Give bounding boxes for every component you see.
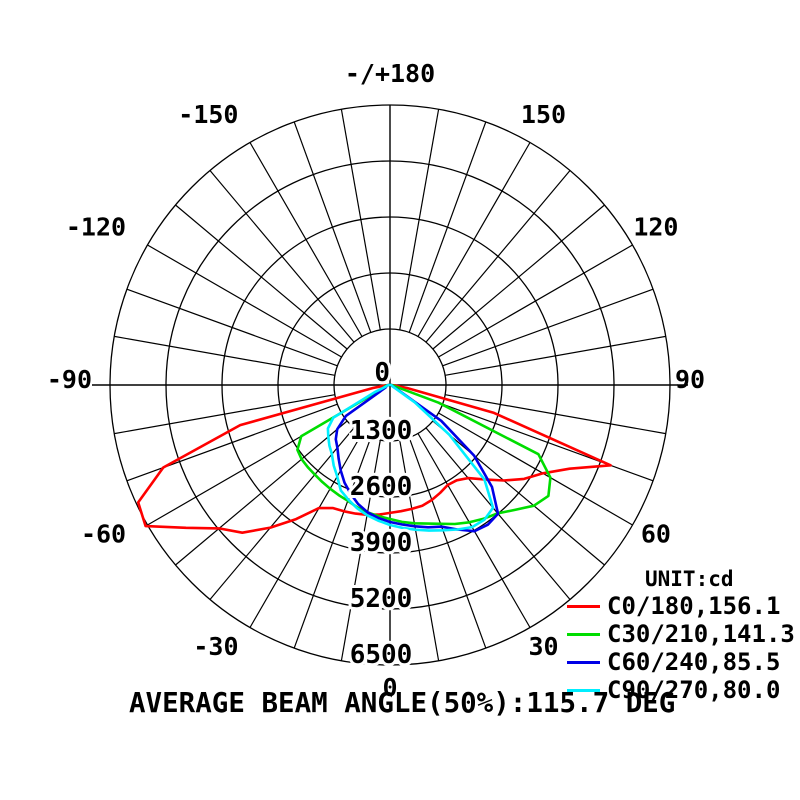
legend-label-c0-180: C0/180,156.1 xyxy=(607,592,781,620)
grid-spoke xyxy=(293,121,372,333)
angle-label: -150 xyxy=(178,100,238,129)
grid-spoke xyxy=(209,427,355,600)
grid-spoke xyxy=(417,142,531,337)
curve-c90-270 xyxy=(326,383,495,532)
legend-label-c30-210: C30/210,141.3 xyxy=(607,620,795,648)
polar-grid xyxy=(92,104,688,666)
curve-c0-180 xyxy=(136,383,612,534)
radial-tick-label: 2600 xyxy=(350,472,413,502)
intensity-curves xyxy=(136,383,612,534)
grid-spoke xyxy=(408,121,487,333)
angle-labels: 0 30 60 90 120 150 -/+180 -150 -120 -90 -60 -30 xyxy=(47,59,705,702)
angle-label: 90 xyxy=(675,365,705,394)
grid-spoke xyxy=(209,170,355,343)
legend-swatch-c30-210 xyxy=(567,632,600,636)
angle-label: 30 xyxy=(528,632,558,661)
unit-label: UNIT:cd xyxy=(645,567,734,591)
radial-tick-label: 0 xyxy=(374,358,390,388)
radial-tick-label: 6500 xyxy=(350,640,413,670)
angle-label: 150 xyxy=(521,100,566,129)
angle-label: -120 xyxy=(66,213,126,242)
grid-spoke xyxy=(399,439,440,661)
grid-spoke xyxy=(175,420,348,566)
grid-spoke xyxy=(432,420,605,566)
grid-spoke xyxy=(249,433,363,628)
angle-label: 120 xyxy=(633,213,678,242)
legend-label-c90-270: C90/270,80.0 xyxy=(607,676,781,704)
grid-spoke xyxy=(442,403,654,482)
angle-label: -/+180 xyxy=(345,59,435,88)
grid-spoke xyxy=(126,288,338,367)
grid-spoke xyxy=(438,244,633,358)
grid-spoke xyxy=(340,109,381,331)
grid-spoke xyxy=(438,412,633,526)
angle-label: -90 xyxy=(47,365,92,394)
grid-spoke xyxy=(425,170,571,343)
average-beam-angle-text: AVERAGE BEAM ANGLE(50%):115.7 DEG xyxy=(129,687,676,719)
grid-spoke xyxy=(114,335,336,376)
legend-swatch-c60-240 xyxy=(567,660,600,664)
grid-spoke xyxy=(126,403,338,482)
legend-swatch-c90-270 xyxy=(567,688,600,692)
radial-tick-label: 1300 xyxy=(350,416,413,446)
grid-spoke xyxy=(114,394,336,435)
legend-swatch-c0-180 xyxy=(567,604,600,608)
grid-spoke xyxy=(444,394,666,435)
angle-label: -30 xyxy=(193,632,238,661)
grid-spoke xyxy=(249,142,363,337)
legend-item-c90-270: C90/270,80.0 xyxy=(552,676,795,704)
legend: UNIT:cd C0/180,156.1 C30/210,141.3 C60/2… xyxy=(552,566,795,704)
grid-spoke xyxy=(432,204,605,350)
curve-c30-210 xyxy=(296,383,552,526)
legend-item-c60-240: C60/240,85.5 xyxy=(552,648,795,676)
grid-spoke xyxy=(293,437,372,649)
grid-spoke xyxy=(444,335,666,376)
grid-spoke xyxy=(442,288,654,367)
radial-tick-label: 5200 xyxy=(350,584,413,614)
grid-spoke xyxy=(408,437,487,649)
radial-tick-labels: 0 1300 2600 3900 5200 6500 xyxy=(347,355,416,673)
radial-tick-label: 3900 xyxy=(350,528,413,558)
angle-label: 0 xyxy=(382,673,397,702)
legend-item-c30-210: C30/210,141.3 xyxy=(552,620,795,648)
grid-spoke xyxy=(147,244,342,358)
grid-spoke xyxy=(399,109,440,331)
grid-spoke xyxy=(175,204,348,350)
grid-spoke xyxy=(340,439,381,661)
angle-label: 60 xyxy=(641,520,671,549)
legend-label-c60-240: C60/240,85.5 xyxy=(607,648,781,676)
legend-item-c0-180: C0/180,156.1 xyxy=(552,592,795,620)
angle-label: -60 xyxy=(81,520,126,549)
